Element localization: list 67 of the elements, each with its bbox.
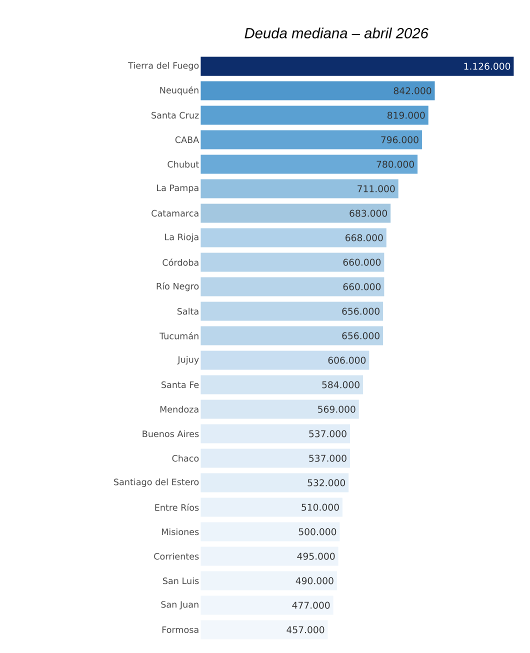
y-tick-label: Salta [178,308,198,315]
data-label: 537.000 [309,454,347,462]
data-label: 510.000 [302,504,340,511]
bar [200,106,429,125]
chart-title: Deuda mediana – abril 2026 [244,28,429,38]
y-tick-label: Entre Ríos [155,504,199,511]
bar [200,130,422,150]
data-label: 660.000 [343,258,381,266]
y-tick-label: Tierra del Fuego [128,62,199,71]
bar [200,375,364,394]
y-tick-label: Córdoba [162,258,198,266]
data-label: 1.126.000 [464,62,510,70]
data-label: 532.000 [308,479,346,486]
y-tick-label: San Luis [163,577,199,584]
y-tick-label: Chubut [168,160,200,168]
data-label: 569.000 [318,406,356,413]
y-tick-label: Buenos Aires [142,430,199,438]
bar [200,204,391,223]
data-label: 656.000 [342,332,380,340]
data-label: 584.000 [322,381,360,388]
data-label: 842.000 [394,87,432,94]
y-tick-label: Jujuy [177,356,200,365]
bar [200,473,349,492]
y-tick-label: CABA [176,136,200,144]
bar [200,56,514,76]
data-label: 500.000 [299,528,336,536]
y-tick-label: Corrientes [154,552,199,560]
y-tick-label: Formosa [162,626,198,634]
bar [200,179,398,198]
y-tick-label: La Rioja [165,233,198,242]
data-label: 796.000 [381,136,419,144]
y-tick-label: Catamarca [152,210,198,217]
data-label: 711.000 [358,185,395,192]
bar [200,400,360,419]
y-tick-label: Mendoza [160,406,198,413]
y-tick-label: Santa Fe [162,381,199,388]
bar [200,326,384,346]
y-tick-label: Tucumán [160,332,199,340]
y-tick-label: San Juan [161,601,199,610]
bar [200,350,370,370]
bar [200,448,350,468]
bar [200,277,384,296]
y-tick-label: Santa Cruz [152,112,199,119]
data-label: 495.000 [297,552,335,560]
y-tick-label: La Pampa [157,184,198,193]
bar [200,424,350,444]
data-label: 537.000 [309,430,347,438]
bar [200,252,384,272]
y-tick-label: Santiago del Estero [114,478,199,488]
data-label: 660.000 [343,283,381,290]
y-tick-label: Chaco [172,454,199,462]
y-tick-label: Neuquén [160,86,199,96]
bar [200,154,418,174]
y-tick-label: Misiones [162,528,199,536]
bar [200,228,387,248]
data-label: 606.000 [328,356,366,364]
data-label: 819.000 [388,112,425,119]
bar [200,81,435,100]
data-label: 780.000 [376,160,414,168]
data-label: 457.000 [286,626,324,634]
data-label: 490.000 [296,577,334,584]
data-label: 683.000 [350,210,388,217]
y-tick-label: Río Negro [156,282,199,292]
bar [200,302,384,321]
data-label: 656.000 [342,308,380,315]
data-label: 477.000 [292,602,330,609]
data-label: 668.000 [346,234,383,242]
